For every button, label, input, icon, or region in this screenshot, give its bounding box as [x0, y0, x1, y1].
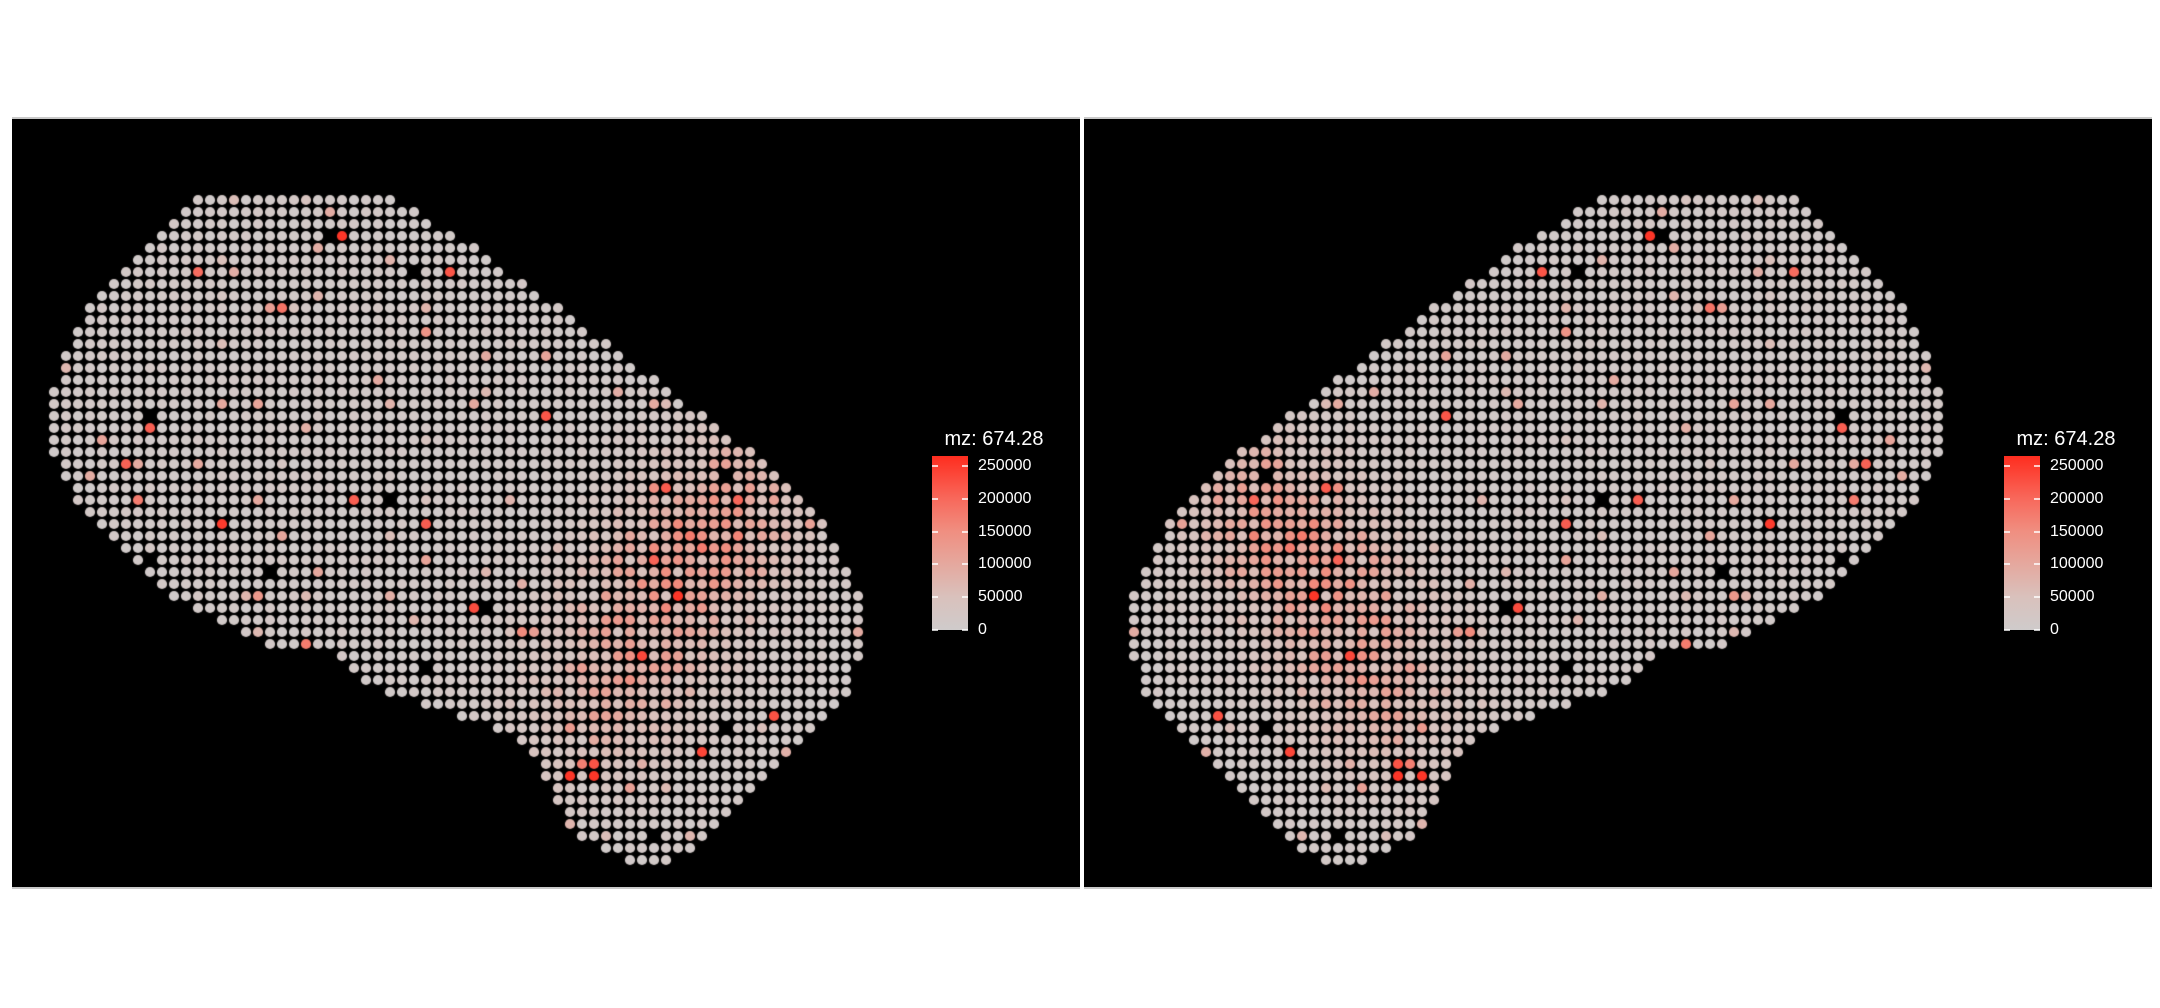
legend-tick-mark: [932, 629, 938, 631]
ion-intensity-dotmap: [12, 119, 1080, 887]
ion-image-panel-left: mz: 674.28 mz: 674.28 250000 200000 150000…: [12, 117, 1080, 889]
legend-tick-mark: [962, 563, 968, 566]
legend-colorbar: [2004, 456, 2040, 630]
legend-tick-mark: [962, 629, 968, 631]
legend-tick-mark: [2034, 497, 2040, 500]
legend-tick-mark: [962, 497, 968, 500]
legend-colorbar: [932, 456, 968, 630]
legend-tick-mark: [2004, 629, 2010, 631]
legend-tick-mark: [2004, 563, 2010, 566]
legend-tick-mark: [2004, 530, 2010, 533]
legend-tick-label: 250000: [2050, 456, 2104, 474]
legend-tick-mark: [962, 464, 968, 467]
legend-tick-mark: [932, 530, 938, 533]
legend-tick-mark: [932, 596, 938, 599]
legend-tick-mark: [932, 497, 938, 500]
legend-tick-mark: [962, 530, 968, 533]
legend-tick-label: 100000: [2050, 555, 2104, 573]
ion-image-panel-right: mz: 674.28 mz: 674.28 250000 200000 150000…: [1084, 117, 2152, 889]
intensity-legend: mz: 674.28 250000 200000 150000 100000 50000…: [1984, 119, 2152, 887]
ion-intensity-dotmap: [1084, 119, 2152, 887]
legend-tick-label: 100000: [978, 555, 1032, 573]
legend-tick-label: 0: [2050, 621, 2059, 638]
legend-tick-mark: [2034, 530, 2040, 533]
legend-tick-label: 50000: [978, 588, 1023, 606]
legend-tick-label: 150000: [978, 522, 1032, 540]
legend-tick-mark: [2004, 464, 2010, 467]
legend-tick-mark: [2034, 596, 2040, 599]
intensity-legend: mz: 674.28 250000 200000 150000 100000 50000…: [912, 119, 1080, 887]
legend-title: mz: 674.28: [944, 428, 1044, 450]
legend-title: mz: 674.28: [2016, 428, 2116, 450]
legend-tick-mark: [962, 596, 968, 599]
legend-tick-label: 200000: [2050, 489, 2104, 507]
legend-tick-label: 0: [978, 621, 987, 638]
legend-tick-mark: [2034, 563, 2040, 566]
legend-tick-mark: [2034, 629, 2040, 631]
legend-tick-mark: [2004, 596, 2010, 599]
legend-tick-label: 150000: [2050, 522, 2104, 540]
legend-tick-mark: [932, 464, 938, 467]
legend-tick-label: 200000: [978, 489, 1032, 507]
legend-tick-mark: [932, 563, 938, 566]
legend-tick-mark: [2004, 497, 2010, 500]
legend-tick-mark: [2034, 464, 2040, 467]
legend-tick-label: 250000: [978, 456, 1032, 474]
legend-tick-label: 50000: [2050, 588, 2095, 606]
